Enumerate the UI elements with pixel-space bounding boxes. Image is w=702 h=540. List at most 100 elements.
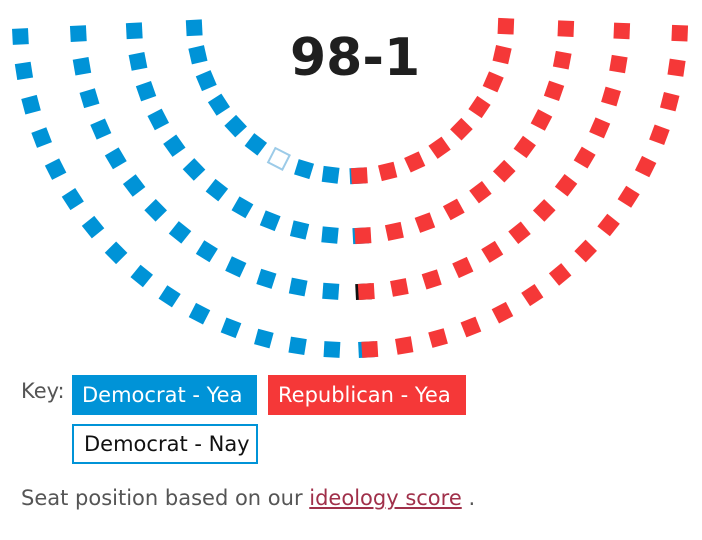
seat-republican-yea (492, 159, 516, 183)
seat-republican-yea (428, 136, 451, 159)
seat-democrat-yea (12, 28, 29, 45)
seat-republican-yea (404, 151, 426, 173)
seat-republican-yea (377, 161, 398, 182)
seat-democrat-yea (168, 221, 192, 244)
seat-republican-yea (613, 22, 631, 40)
seat-republican-yea (384, 221, 404, 241)
seat-democrat-yea (288, 336, 307, 355)
seat-democrat-yea (185, 19, 203, 37)
seat-republican-yea (497, 17, 515, 35)
seat-democrat-yea (220, 317, 242, 339)
seat-democrat-yea (79, 88, 100, 109)
seat-democrat-yea (294, 159, 315, 180)
seat-republican-yea (543, 80, 565, 102)
seat-democrat-yea (44, 158, 67, 180)
seat-republican-yea (491, 301, 514, 324)
seat-republican-yea (421, 269, 442, 290)
seat-republican-yea (442, 198, 465, 221)
key-democrat-yea: Democrat - Yea (72, 375, 257, 415)
seat-republican-yea (357, 283, 375, 300)
seat-republican-yea (414, 212, 436, 233)
seat-republican-yea (597, 213, 620, 237)
seat-republican-yea (390, 278, 409, 297)
seat-democrat-yea (205, 178, 229, 202)
seat-democrat-yea (207, 93, 231, 116)
seat-republican-yea (395, 336, 414, 355)
seat-democrat-yea (289, 220, 310, 240)
seat-republican-yea (574, 239, 597, 263)
seat-republican-yea (609, 54, 628, 74)
seat-democrat-yea (224, 114, 247, 138)
seat-republican-yea (660, 91, 680, 112)
seat-republican-yea (513, 135, 536, 159)
seat-democrat-yea (128, 52, 148, 71)
seat-democrat-yea (122, 174, 146, 197)
seat-democrat-yea (225, 256, 247, 278)
seat-democrat-yea (135, 80, 157, 102)
seat-republican-yea (481, 240, 504, 263)
seat-democrat-yea (163, 134, 186, 157)
seat-democrat-yea (256, 268, 277, 289)
seat-democrat-yea (188, 302, 211, 325)
seat-democrat-yea (72, 56, 92, 76)
footnote-suffix: . (468, 486, 476, 510)
seat-republican-yea (508, 221, 531, 244)
seat-democrat-yea (259, 210, 281, 232)
seat-democrat-nay (266, 146, 291, 171)
seat-republican-yea (354, 227, 372, 245)
seat-republican-yea (521, 283, 544, 307)
seat-democrat-yea (323, 341, 341, 358)
seat-democrat-yea (195, 70, 217, 92)
seat-democrat-yea (182, 158, 206, 181)
seat-republican-yea (450, 117, 473, 141)
seat-republican-yea (482, 71, 504, 93)
seat-democrat-yea (81, 215, 105, 239)
seat-democrat-yea (231, 196, 254, 219)
seat-republican-yea (667, 58, 686, 77)
key-label: Key: (21, 379, 65, 403)
seat-republican-yea (361, 340, 379, 358)
key-democrat-nay: Democrat - Nay (72, 424, 258, 464)
seat-democrat-yea (322, 282, 340, 300)
seat-republican-yea (452, 256, 474, 279)
seat-democrat-yea (125, 22, 143, 40)
vote-tally: 98-1 (290, 28, 421, 88)
seat-democrat-yea (321, 165, 340, 184)
seat-republican-yea (350, 167, 368, 185)
seat-democrat-yea (104, 241, 128, 265)
seat-republican-yea (557, 20, 575, 37)
seat-democrat-yea (90, 118, 112, 140)
seat-democrat-yea (254, 328, 274, 349)
seat-republican-yea (530, 109, 553, 131)
seat-democrat-yea (31, 127, 52, 148)
seat-republican-yea (554, 174, 578, 197)
seat-republican-yea (468, 95, 491, 119)
seat-republican-yea (671, 24, 689, 42)
seat-republican-yea (649, 124, 670, 146)
seat-republican-yea (589, 117, 611, 139)
key-republican-yea: Republican - Yea (268, 375, 466, 415)
seat-democrat-yea (61, 188, 84, 211)
seat-democrat-yea (14, 61, 34, 80)
seat-democrat-yea (21, 94, 41, 115)
seat-republican-yea (617, 185, 640, 208)
seat-democrat-yea (188, 45, 208, 65)
seat-democrat-yea (288, 277, 308, 297)
seat-republican-yea (552, 50, 572, 70)
seat-republican-yea (548, 263, 572, 286)
seat-democrat-yea (195, 240, 218, 263)
seat-republican-yea (601, 86, 621, 107)
seat-democrat-yea (158, 285, 181, 308)
ideology-score-link[interactable]: ideology score (309, 486, 462, 510)
seat-republican-yea (573, 146, 596, 169)
seat-republican-yea (460, 316, 482, 338)
seat-republican-yea (634, 155, 657, 178)
seat-republican-yea (428, 328, 448, 348)
seat-chart (12, 17, 689, 358)
seat-republican-yea (492, 45, 512, 65)
seat-democrat-yea (321, 226, 339, 244)
seat-democrat-yea (147, 108, 170, 131)
seat-democrat-yea (104, 147, 127, 170)
seat-democrat-yea (144, 199, 167, 222)
seat-democrat-yea (130, 264, 153, 288)
